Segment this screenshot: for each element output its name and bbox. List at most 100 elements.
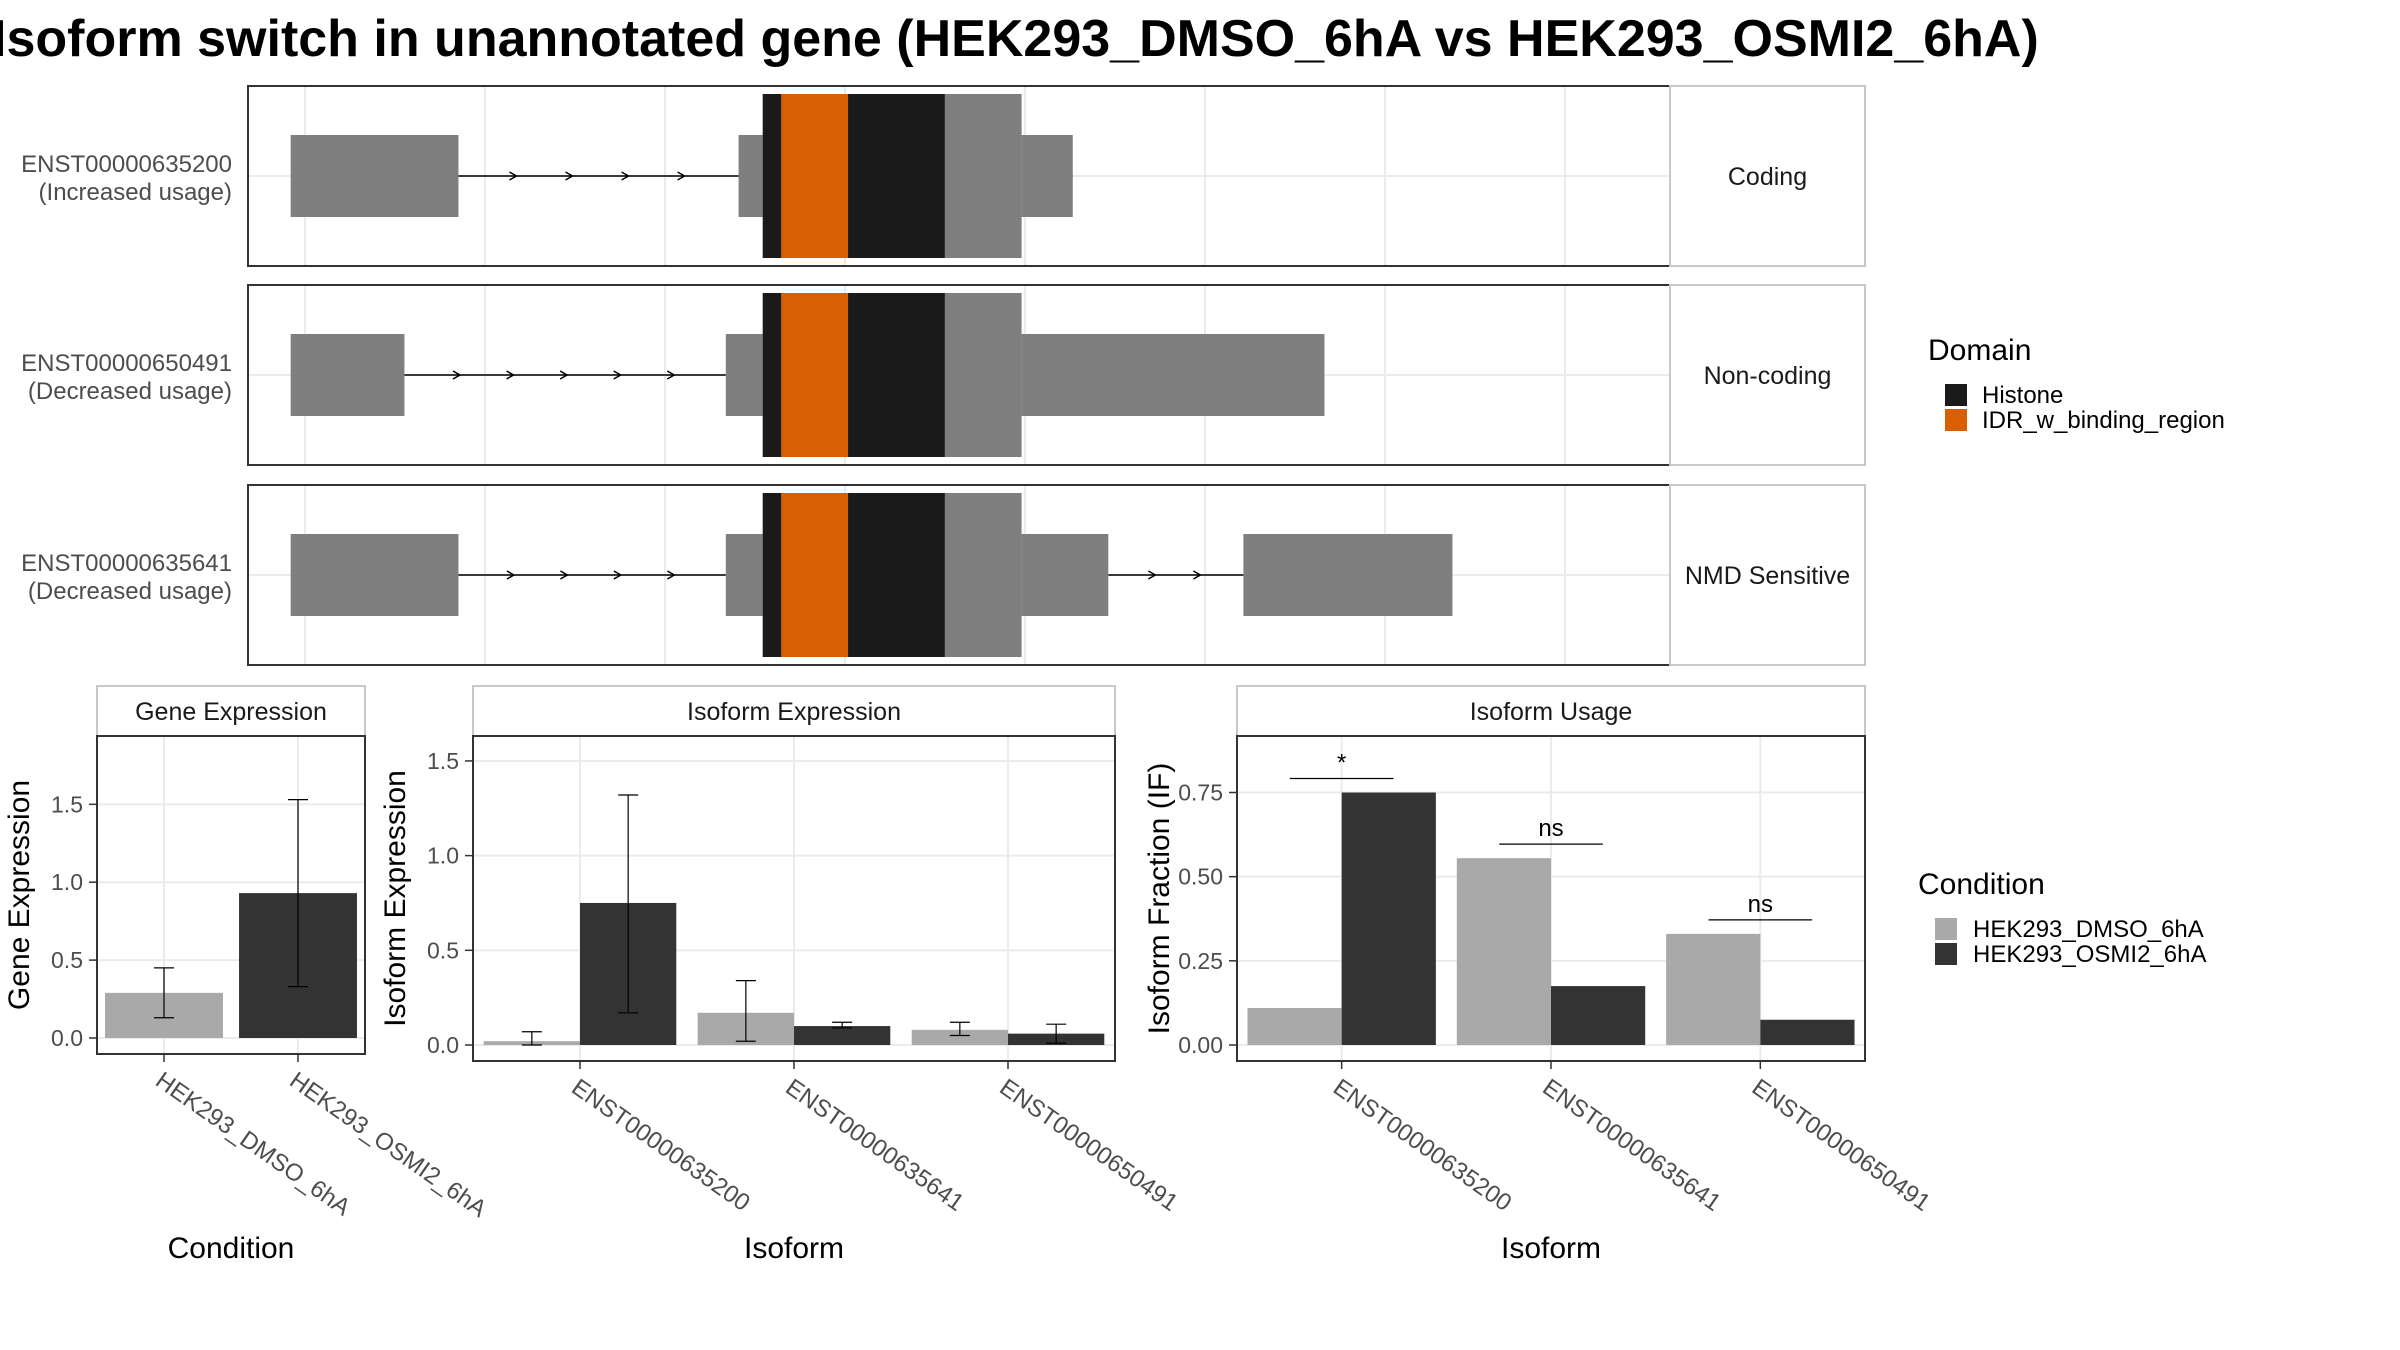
y-axis-title: Isoform Expression bbox=[379, 770, 412, 1027]
exon-block bbox=[1243, 534, 1453, 616]
domain-histone bbox=[762, 293, 782, 457]
exon-block bbox=[290, 135, 459, 217]
significance-label: ns bbox=[1538, 815, 1563, 842]
exon-block bbox=[1021, 135, 1073, 217]
bar bbox=[794, 1026, 891, 1045]
intron-arrow-icon bbox=[1192, 570, 1202, 580]
y-tick-label: 0.25 bbox=[1178, 948, 1223, 974]
intron-arrow-icon bbox=[452, 370, 462, 380]
category-strip bbox=[1669, 85, 1866, 267]
usage-label: (Decreased usage) bbox=[28, 578, 232, 605]
condition-legend-label: HEK293_OSMI2_6hA bbox=[1973, 941, 2206, 968]
significance-label: ns bbox=[1748, 891, 1773, 918]
intron-arrow-icon bbox=[1147, 570, 1157, 580]
y-tick-label: 0.00 bbox=[1178, 1032, 1223, 1058]
x-axis-title: Isoform bbox=[1501, 1232, 1601, 1265]
domain-histone bbox=[848, 493, 945, 657]
domain-legend-swatch bbox=[1945, 409, 1967, 431]
intron-arrow-icon bbox=[560, 570, 569, 580]
domain-histone bbox=[762, 493, 782, 657]
bar bbox=[1247, 1007, 1342, 1045]
x-tick-label: ENST00000635200 bbox=[567, 1074, 755, 1217]
intron-arrow-icon bbox=[677, 171, 687, 181]
exon-block bbox=[290, 334, 405, 416]
isoform-label: ENST00000635641 bbox=[21, 550, 232, 577]
category-label: Non-coding bbox=[1704, 362, 1832, 390]
intron-arrow-icon bbox=[559, 370, 569, 380]
x-axis-title: Condition bbox=[168, 1232, 295, 1265]
y-tick-label: 0.0 bbox=[51, 1025, 83, 1051]
y-tick-label: 0.5 bbox=[51, 947, 83, 973]
x-axis-title: Isoform bbox=[744, 1232, 844, 1265]
condition-legend: Condition HEK293_DMSO_6hAHEK293_OSMI2_6h… bbox=[1918, 868, 2206, 968]
y-tick-label: 0.75 bbox=[1178, 780, 1223, 806]
category-strip bbox=[1669, 284, 1866, 466]
x-tick-label: ENST00000635641 bbox=[1538, 1074, 1726, 1217]
intron-arrow-icon bbox=[509, 171, 518, 181]
y-tick-label: 0.0 bbox=[427, 1032, 459, 1058]
x-tick-label: ENST00000635641 bbox=[781, 1074, 969, 1217]
expression-panels: Gene Expression0.00.51.01.5HEK293_DMSO_6… bbox=[3, 685, 1935, 1265]
panel-strip bbox=[472, 685, 1116, 737]
intron-arrow-icon bbox=[613, 570, 623, 580]
significance-label: * bbox=[1337, 750, 1346, 777]
y-tick-label: 0.50 bbox=[1178, 864, 1223, 890]
usage-label: (Increased usage) bbox=[39, 179, 232, 206]
exon-block bbox=[738, 135, 763, 217]
structure-row-ENST00000635200: Coding ENST00000635200(Increased usage) bbox=[21, 85, 1866, 267]
y-tick-label: 1.0 bbox=[51, 869, 83, 895]
exon-block bbox=[1021, 334, 1325, 416]
domain-legend-label: IDR_w_binding_region bbox=[1982, 407, 2225, 434]
domain-histone bbox=[848, 293, 945, 457]
chart-panel-1: Isoform Expression 0.0 0.5 1.0 1.5 ENST000006… bbox=[379, 685, 1183, 1265]
exon-block bbox=[725, 334, 763, 416]
figure-title: Isoform switch in unannotated gene (HEK2… bbox=[0, 10, 2039, 68]
y-tick-label: 1.5 bbox=[427, 748, 459, 774]
usage-label: (Decreased usage) bbox=[28, 378, 232, 405]
y-axis-title: Isoform Fraction (IF) bbox=[1143, 763, 1176, 1035]
domain-histone bbox=[848, 94, 945, 258]
y-tick-label: 1.0 bbox=[427, 843, 459, 869]
bar bbox=[1760, 1019, 1855, 1045]
isoform-label: ENST00000650491 bbox=[21, 350, 232, 377]
intron-arrow-icon bbox=[666, 370, 676, 380]
panel-title: Isoform Usage bbox=[1470, 698, 1633, 726]
y-tick-label: 1.5 bbox=[51, 791, 83, 817]
panel-strip bbox=[96, 685, 366, 737]
bar bbox=[1341, 792, 1436, 1045]
exon-block bbox=[725, 534, 763, 616]
bar bbox=[911, 1029, 1008, 1045]
exon-block bbox=[1021, 534, 1109, 616]
chart-panel-2: Isoform Usage 0.00 0.25 0.50 0.75 * ns ns ENST00… bbox=[1143, 685, 1935, 1265]
structure-row-ENST00000650491: Non-coding ENST00000650491(Decreased usag… bbox=[21, 284, 1866, 466]
category-strip bbox=[1669, 484, 1866, 666]
panel-title: Isoform Expression bbox=[687, 698, 901, 726]
bar bbox=[1551, 986, 1646, 1045]
intron-arrow-icon bbox=[565, 171, 575, 181]
x-tick-label: ENST00000635200 bbox=[1328, 1074, 1516, 1217]
isoform-label: ENST00000635200 bbox=[21, 151, 232, 178]
domain-legend-swatch bbox=[1945, 384, 1967, 406]
exon-block bbox=[290, 534, 459, 616]
x-tick-label: ENST00000650491 bbox=[1747, 1074, 1935, 1217]
intron-arrow-icon bbox=[613, 370, 623, 380]
condition-legend-swatch bbox=[1935, 943, 1957, 965]
domain-idr_w_binding_region bbox=[781, 493, 849, 657]
y-axis-title: Gene Expression bbox=[3, 780, 36, 1010]
category-label: Coding bbox=[1728, 163, 1807, 191]
category-label: NMD Sensitive bbox=[1685, 562, 1850, 590]
condition-legend-title: Condition bbox=[1918, 868, 2045, 901]
domain-idr_w_binding_region bbox=[781, 293, 849, 457]
intron-arrow-icon bbox=[506, 570, 516, 580]
structure-row-ENST00000635641: NMD Sensitive ENST00000635641(Decreased u… bbox=[21, 484, 1866, 666]
bar bbox=[1456, 858, 1551, 1045]
condition-legend-swatch bbox=[1935, 918, 1957, 940]
intron-arrow-icon bbox=[666, 570, 676, 580]
domain-histone bbox=[762, 94, 782, 258]
domain-idr_w_binding_region bbox=[781, 94, 849, 258]
y-tick-label: 0.5 bbox=[427, 937, 459, 963]
intron-arrow-icon bbox=[621, 171, 631, 181]
chart-panel-0: Gene Expression0.00.51.01.5HEK293_DMSO_6… bbox=[3, 685, 491, 1265]
